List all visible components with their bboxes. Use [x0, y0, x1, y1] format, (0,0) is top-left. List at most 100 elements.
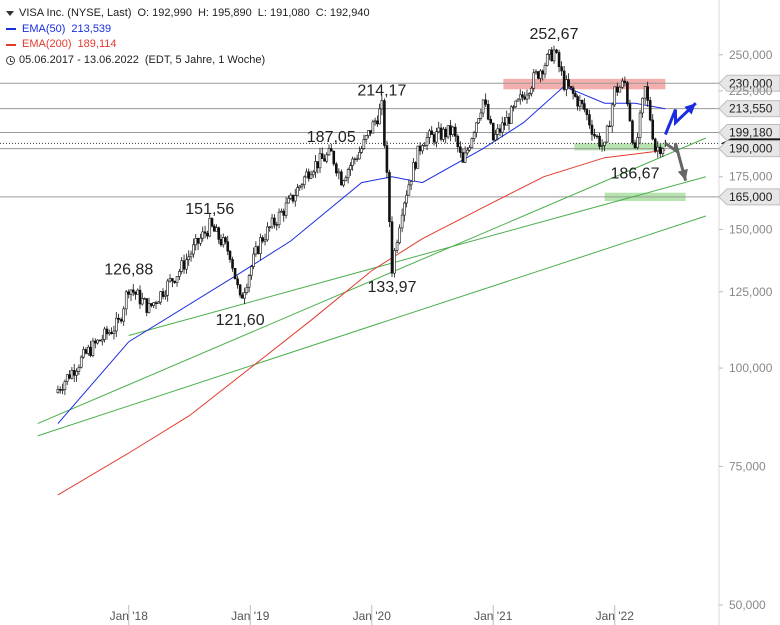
candle-body: [291, 194, 295, 202]
ohlc-low: L: 191,080: [257, 7, 310, 19]
candle-body: [576, 96, 579, 107]
candle-body: [623, 80, 627, 83]
candle-body: [548, 49, 551, 55]
candle-body: [534, 71, 538, 74]
candle-body: [631, 120, 634, 144]
candle-body: [296, 187, 299, 196]
candle-body: [388, 172, 391, 223]
candle-body: [210, 218, 214, 227]
candle-body: [82, 349, 85, 358]
candle-body: [70, 369, 74, 379]
y-tick-label-2: 175,000: [729, 170, 773, 184]
candle-body: [543, 65, 547, 75]
candle-body: [86, 346, 90, 354]
candle-body: [189, 253, 193, 258]
candle-body: [307, 171, 311, 179]
hline-label-0: 230,000: [729, 76, 773, 90]
ema200-value: 189,114: [77, 38, 117, 50]
candle-body: [523, 96, 527, 100]
candle-body: [256, 246, 260, 254]
candle-body: [145, 298, 149, 313]
hline-tag-0: [718, 74, 780, 92]
hline-label-2: 199,180: [729, 125, 773, 139]
candle-body: [289, 194, 293, 199]
candle-body: [583, 103, 586, 110]
candle-body: [446, 125, 450, 138]
candle-body: [569, 85, 573, 89]
candle-body: [201, 231, 205, 239]
candle-body: [550, 49, 554, 62]
candle-body: [393, 250, 396, 274]
candle-body: [325, 154, 329, 162]
candle-body: [371, 121, 375, 134]
candle-body: [65, 374, 69, 382]
candle-body: [552, 49, 556, 62]
candle-body: [206, 232, 209, 237]
candle-body: [395, 242, 399, 251]
candle-body: [342, 180, 345, 186]
candle-body: [217, 227, 221, 240]
candle-body: [98, 339, 102, 342]
candle-body: [439, 127, 443, 140]
candle-body: [143, 298, 146, 300]
hline-tag-2: [718, 123, 780, 141]
hline-tag-1: [718, 100, 780, 118]
candle-body: [107, 332, 111, 335]
hline-tag-5: [718, 188, 780, 206]
legend-ema50-row[interactable]: EMA(50) 213,539: [6, 22, 370, 38]
chart-legend: VISA Inc. (NYSE, Last) O: 192,990 H: 195…: [6, 6, 370, 68]
candle-body: [451, 126, 455, 135]
ohlc-close: C: 192,940: [315, 7, 370, 19]
candle-body: [105, 328, 109, 335]
candle-body: [119, 319, 123, 322]
candle-body: [203, 231, 207, 234]
legend-ema200-row[interactable]: EMA(200) 189,114: [6, 37, 370, 53]
scenario-arrowhead-1: [677, 168, 688, 181]
candle-body: [600, 145, 604, 147]
candle-body: [77, 367, 81, 372]
candle-body: [96, 339, 99, 344]
price-annotation-2: 187,05: [307, 129, 356, 146]
candle-body: [509, 106, 513, 124]
candle-body: [117, 317, 120, 320]
candle-body: [409, 181, 413, 186]
candle-body: [527, 93, 531, 96]
candle-body: [358, 152, 361, 160]
candle-body: [615, 86, 619, 93]
candle-body: [590, 124, 594, 135]
candle-body: [254, 246, 258, 255]
hline-tag-4: [718, 140, 780, 158]
candle-body: [140, 298, 144, 305]
trendline-0: [37, 137, 707, 425]
candle-body: [212, 225, 216, 232]
candle-body: [187, 256, 191, 261]
candle-body: [147, 303, 151, 313]
candle-body: [489, 119, 493, 124]
candle-body: [479, 112, 483, 119]
candle-body: [311, 171, 315, 176]
candle-body: [173, 280, 177, 283]
y-tick-label-7: 50,000: [729, 598, 766, 612]
candles: [56, 45, 666, 396]
candle-body: [351, 158, 354, 166]
candle-body: [565, 79, 568, 90]
candle-body: [353, 158, 357, 160]
candle-body: [603, 141, 606, 146]
candle-body: [435, 131, 438, 143]
candle-body: [580, 100, 584, 104]
candle-body: [138, 289, 142, 305]
candle-body: [514, 100, 518, 108]
candle-body: [238, 284, 242, 296]
instrument-caret-icon[interactable]: [6, 11, 14, 17]
candle-body: [164, 294, 167, 297]
zone-1: [574, 143, 666, 151]
candle-body: [505, 116, 509, 126]
ema200-label: EMA(200): [22, 38, 72, 50]
candle-body: [525, 94, 529, 100]
candle-body: [560, 66, 563, 72]
candle-body: [293, 195, 297, 202]
candle-body: [266, 226, 269, 241]
candle-body: [129, 289, 133, 295]
candle-body: [318, 153, 322, 169]
